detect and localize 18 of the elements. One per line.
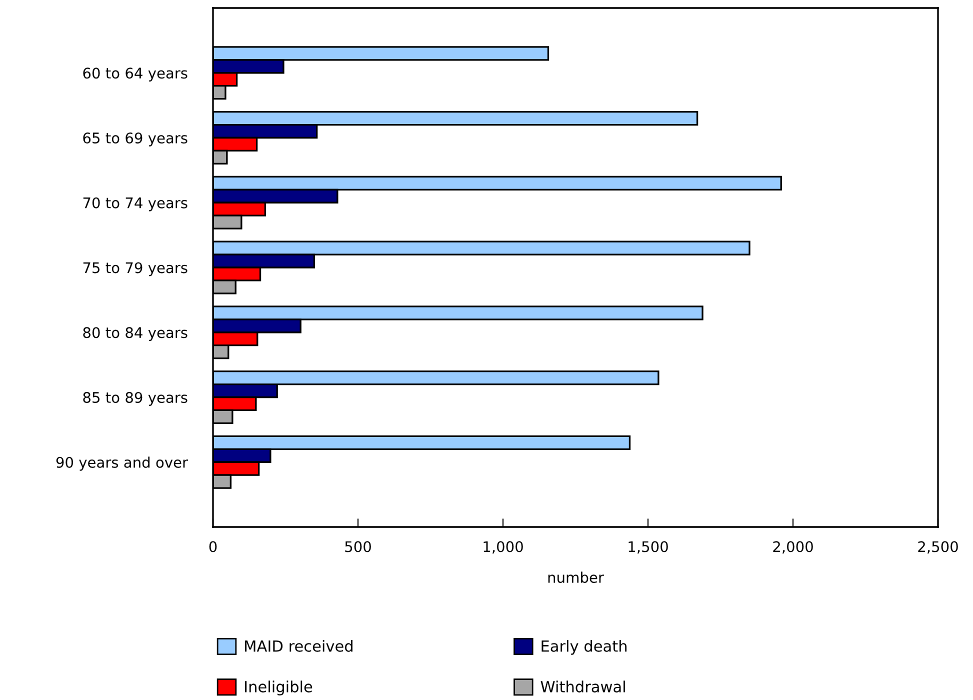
legend-label: MAID received xyxy=(245,640,352,652)
y-tick-label: 75 to 79 years xyxy=(83,262,188,276)
x-tick-label: 500 xyxy=(345,541,371,552)
y-tick-label: 65 to 69 years xyxy=(83,132,188,146)
legend-label: Early death xyxy=(542,640,627,655)
legend-label: Ineligible xyxy=(245,680,312,696)
y-tick-label: 80 to 84 years xyxy=(83,327,188,341)
x-axis-title: number xyxy=(548,572,604,583)
x-tick-label: 1,500 xyxy=(628,541,668,554)
y-tick-label: 70 to 74 years xyxy=(83,197,188,212)
legend-label: Withdrawal xyxy=(540,680,625,692)
x-tick-label: 2,500 xyxy=(918,541,958,554)
x-tick-label: 2,000 xyxy=(773,541,813,554)
y-tick-label: 90 years and over xyxy=(56,456,188,471)
x-tick-label: 1,000 xyxy=(484,541,523,554)
x-tick-label: 0 xyxy=(209,541,217,552)
y-tick-label: 85 to 89 years xyxy=(83,392,188,406)
y-tick-label: 60 to 64 years xyxy=(83,68,188,82)
